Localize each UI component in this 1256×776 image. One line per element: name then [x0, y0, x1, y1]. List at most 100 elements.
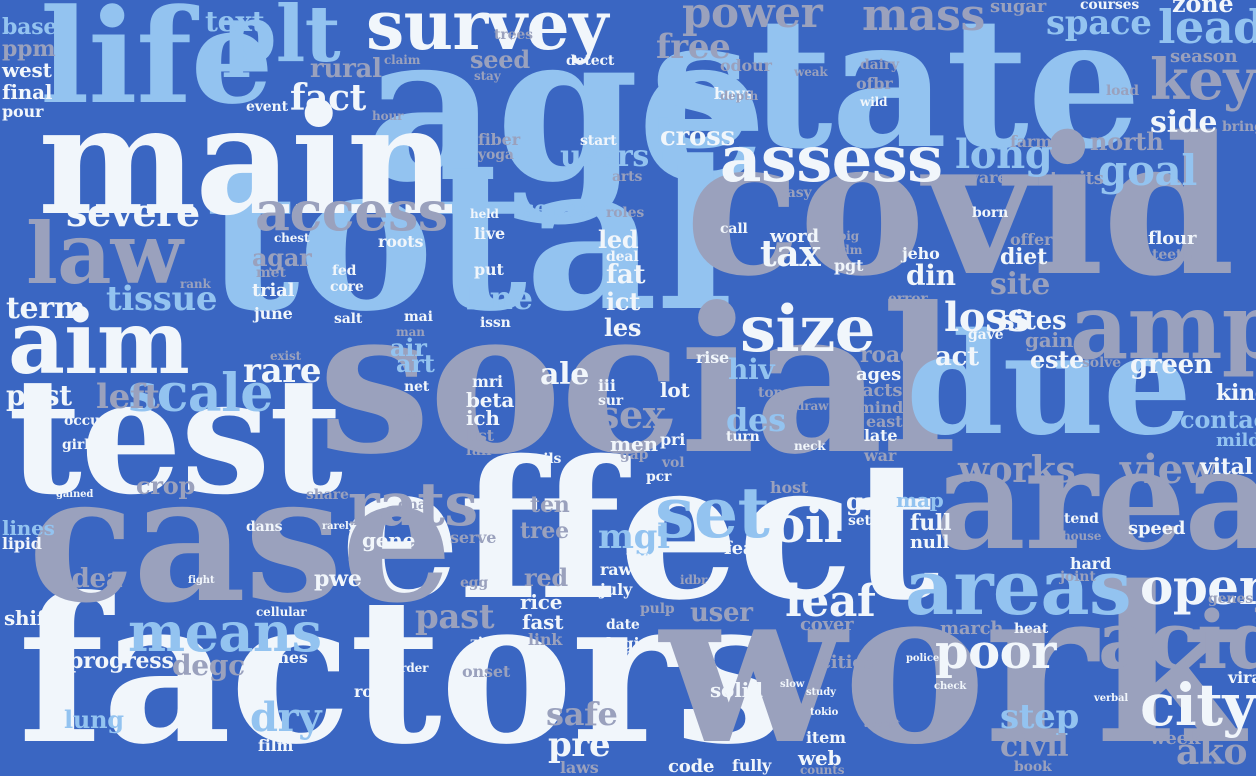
cloud-word: open	[1140, 557, 1256, 616]
cloud-word: mind	[858, 398, 904, 417]
cloud-word: accept	[864, 719, 901, 730]
cloud-word: lung	[64, 705, 124, 734]
cloud-word: ppm	[2, 36, 56, 62]
cloud-word: sugar	[990, 0, 1047, 17]
cloud-word: line	[466, 279, 533, 317]
cloud-word: onset	[462, 662, 511, 681]
cloud-word: size	[740, 292, 875, 367]
cloud-word: idbr	[680, 573, 708, 587]
cloud-word: crop	[136, 471, 196, 500]
cloud-word: works	[958, 449, 1076, 491]
cloud-word: zone	[1172, 0, 1234, 18]
cloud-word: book	[1014, 759, 1052, 775]
cloud-word: yoga	[478, 147, 514, 163]
cloud-word: ofbr	[856, 74, 893, 93]
cloud-word: law	[26, 204, 183, 303]
cloud-word: rare	[243, 351, 322, 391]
cloud-word: tdm	[836, 243, 863, 257]
cloud-word: met	[256, 265, 286, 281]
cloud-word: shift	[4, 606, 55, 630]
cloud-word: life	[40, 0, 274, 133]
cloud-word: salt	[334, 311, 363, 327]
cloud-word: site	[990, 267, 1051, 302]
cloud-word: list	[466, 426, 494, 445]
cloud-word: easy	[778, 185, 812, 201]
cloud-word: load	[1106, 83, 1139, 99]
cloud-word: fight	[188, 575, 215, 586]
cloud-word: les	[604, 313, 642, 342]
cloud-word: ict	[606, 287, 641, 316]
cloud-word: host	[770, 478, 809, 497]
cloud-word: odour	[720, 56, 772, 75]
cloud-word: base	[2, 14, 58, 40]
cloud-word: oils	[534, 451, 562, 467]
cloud-word: pwe	[314, 566, 362, 592]
cloud-word: girls	[62, 437, 97, 453]
cloud-word: fair	[466, 443, 494, 459]
cloud-word: detect	[566, 53, 615, 69]
cloud-word: pre	[548, 725, 611, 765]
cloud-word: area	[935, 418, 1256, 582]
cloud-word: raw	[600, 560, 633, 579]
cloud-word: slow	[780, 679, 805, 690]
cloud-word: fully	[732, 756, 772, 775]
cloud-word: man	[396, 325, 425, 339]
cloud-word: dairy	[860, 57, 899, 73]
cloud-word: big	[838, 229, 859, 243]
cloud-word: long	[955, 131, 1053, 178]
cloud-word: green	[1130, 350, 1213, 380]
cloud-word: kind	[1216, 380, 1256, 406]
cloud-word: loss	[944, 294, 1030, 341]
cloud-word: view	[1120, 446, 1217, 493]
cloud-word: iii	[598, 376, 616, 395]
cloud-word: red	[524, 563, 568, 592]
cloud-word: degc	[172, 649, 245, 682]
cloud-word: key	[1150, 47, 1256, 113]
cloud-word: heat	[1014, 621, 1049, 637]
cloud-word: exist	[270, 349, 302, 363]
cloud-word: offer	[1010, 230, 1053, 249]
cloud-word: survey	[366, 0, 608, 66]
cloud-word: cover	[800, 614, 854, 635]
cloud-word: event	[246, 99, 288, 115]
cloud-word: june	[254, 304, 293, 323]
cloud-word: des	[726, 401, 786, 439]
cloud-word: call	[720, 221, 748, 237]
cloud-word: mri	[472, 372, 503, 391]
cloud-word: state	[650, 0, 1142, 189]
cloud-word: din	[906, 259, 956, 292]
cloud-word: link	[528, 630, 563, 649]
cloud-word: gene	[362, 528, 416, 552]
cloud-word: web	[798, 746, 842, 770]
cloud-word: gained	[56, 489, 94, 500]
cloud-word: tokio	[810, 707, 839, 718]
cloud-word: areas	[905, 543, 1132, 632]
cloud-word: oil	[772, 495, 842, 554]
cloud-word: sets	[848, 513, 879, 529]
cloud-word: left	[96, 377, 160, 417]
cloud-word: study	[806, 687, 836, 698]
cloud-word: put	[474, 260, 504, 279]
cloud-word: goal	[1098, 146, 1197, 195]
cloud-word: wild	[860, 95, 888, 109]
cloud-word: map	[896, 488, 944, 512]
cloud-word: diet	[1000, 244, 1048, 270]
cloud-word: teeth	[1152, 247, 1193, 263]
cloud-word: assess	[720, 122, 943, 197]
cloud-word: film	[258, 736, 294, 755]
cloud-word: fear	[724, 538, 764, 559]
cloud-word: lipid	[2, 534, 42, 553]
cloud-word: users	[560, 139, 649, 174]
cloud-word: sites	[1000, 306, 1067, 336]
cloud-word: neck	[794, 439, 826, 453]
cloud-word: issn	[480, 315, 511, 331]
cloud-word: occurs	[64, 413, 115, 429]
cloud-word: the	[626, 549, 652, 565]
cloud-word: cities	[820, 652, 874, 673]
cloud-word: net	[404, 379, 430, 395]
cloud-word: factors	[18, 554, 787, 776]
cloud-word: power	[682, 0, 823, 37]
cloud-word: code	[668, 756, 715, 776]
cloud-word: laws	[560, 758, 599, 776]
